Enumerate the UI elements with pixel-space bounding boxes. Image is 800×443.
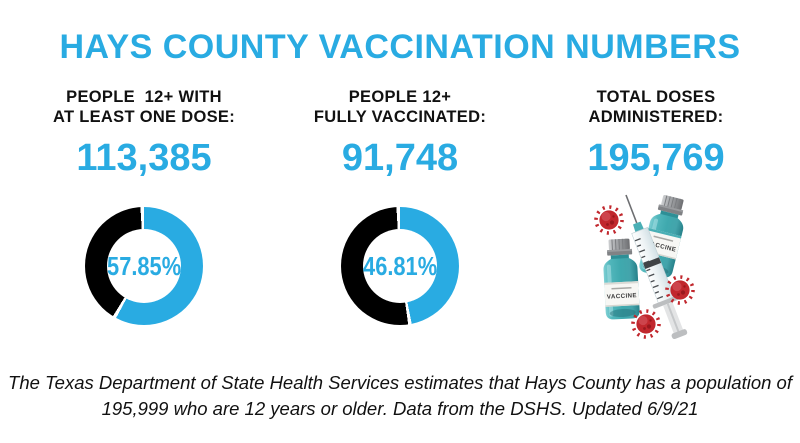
footer-line2: 195,999 who are 12 years or older. Data … bbox=[101, 398, 699, 419]
stat-value-one-dose: 113,385 bbox=[76, 137, 212, 179]
page-title: HAYS COUNTY VACCINATION NUMBERS bbox=[59, 28, 741, 66]
stat-label: PEOPLE 12+ WITH AT LEAST ONE DOSE: bbox=[53, 87, 235, 127]
stat-label-line2: AT LEAST ONE DOSE: bbox=[52, 108, 236, 126]
donut-chart-one-dose: 57.85% bbox=[85, 207, 203, 325]
stat-column-fully-vaccinated: PEOPLE 12+ FULLY VACCINATED: 91,748 46.8… bbox=[272, 87, 528, 363]
stat-label: PEOPLE 12+ FULLY VACCINATED: bbox=[314, 87, 486, 127]
stat-label-line2: FULLY VACCINATED: bbox=[313, 108, 487, 126]
footer-note: The Texas Department of State Health Ser… bbox=[0, 370, 800, 422]
virus-icon bbox=[594, 205, 624, 235]
donut-percent-label: 46.81% bbox=[362, 250, 438, 281]
stat-label-line2: ADMINISTERED: bbox=[588, 108, 724, 126]
stat-label: TOTAL DOSES ADMINISTERED: bbox=[589, 87, 724, 127]
stats-row: PEOPLE 12+ WITH AT LEAST ONE DOSE: 113,3… bbox=[0, 87, 800, 363]
stat-column-one-dose: PEOPLE 12+ WITH AT LEAST ONE DOSE: 113,3… bbox=[16, 87, 272, 363]
donut-hole: 46.81% bbox=[363, 229, 437, 303]
stat-label-line1: PEOPLE 12+ WITH bbox=[66, 88, 222, 106]
stat-value-fully-vaccinated: 91,748 bbox=[341, 137, 459, 179]
syringe-icon bbox=[625, 194, 688, 340]
stat-value-total-doses: 195,769 bbox=[587, 137, 725, 179]
vial-label-text: VACCINE bbox=[607, 292, 638, 301]
donut-chart-fully-vaccinated: 46.81% bbox=[341, 207, 459, 325]
stat-label-line1: PEOPLE 12+ bbox=[348, 88, 452, 106]
stat-column-total-doses: TOTAL DOSES ADMINISTERED: 195,769 bbox=[528, 87, 784, 363]
vaccine-vial-icon: VACCINE bbox=[603, 238, 640, 320]
vaccine-illustration: VACCINE VACCINE bbox=[594, 194, 695, 340]
donut-hole: 57.85% bbox=[107, 229, 181, 303]
stat-label-line1: TOTAL DOSES bbox=[596, 88, 716, 106]
footer-line1: The Texas Department of State Health Ser… bbox=[8, 372, 792, 393]
vaccination-infographic: HAYS COUNTY VACCINATION NUMBERS PEOPLE 1… bbox=[0, 27, 800, 443]
donut-percent-label: 57.85% bbox=[106, 250, 182, 281]
